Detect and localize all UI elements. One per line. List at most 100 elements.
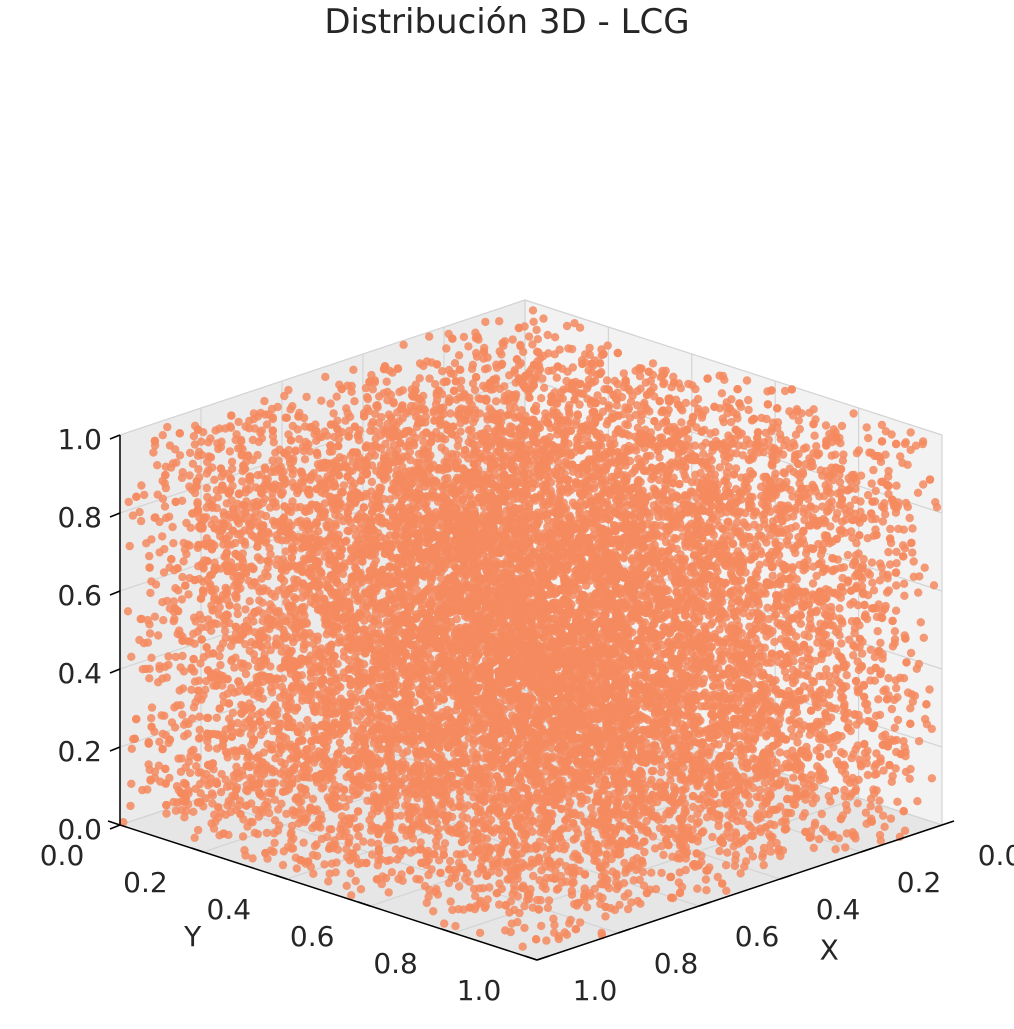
scatter-point (865, 570, 875, 579)
scatter-point (913, 797, 922, 806)
scatter-point (300, 422, 310, 431)
scatter-point (623, 904, 633, 914)
scatter-point (856, 507, 865, 516)
scatter-point (741, 857, 751, 866)
scatter-point (347, 387, 356, 396)
scatter-point (698, 410, 707, 419)
scatter-point (601, 912, 610, 921)
scatter-point (603, 341, 612, 350)
scatter-point (448, 905, 457, 915)
scatter-point (245, 597, 254, 606)
scatter-point (146, 588, 155, 598)
scatter-point (470, 385, 480, 395)
scatter-point (539, 383, 549, 392)
scatter-point (827, 684, 837, 693)
scatter-points (119, 306, 942, 951)
scatter-point (266, 550, 275, 559)
scatter-point (529, 317, 538, 326)
scatter-point (196, 659, 205, 668)
scatter-point (329, 409, 338, 418)
scatter-point (450, 359, 460, 368)
scatter-point (891, 606, 901, 615)
scatter-point (287, 821, 297, 831)
scatter-point (912, 664, 921, 673)
scatter-point (831, 845, 840, 854)
scatter-point (863, 490, 873, 500)
scatter-point (185, 448, 195, 458)
scatter-point (495, 317, 504, 326)
scatter-point (292, 864, 301, 873)
scatter-point (268, 456, 277, 465)
scatter-point (721, 735, 730, 744)
scatter-point (320, 860, 329, 869)
scatter-point (873, 627, 882, 636)
scatter-point (899, 579, 909, 588)
scatter-point (429, 907, 438, 916)
scatter-point (768, 571, 777, 581)
scatter-point (204, 743, 213, 752)
scatter-point (456, 365, 465, 374)
scatter-point (241, 669, 251, 679)
scatter-point (760, 778, 770, 788)
scatter-point (681, 398, 691, 408)
scatter-point (835, 478, 845, 487)
scatter-point (871, 486, 880, 496)
scatter-point (884, 547, 893, 557)
scatter-point (127, 779, 136, 788)
scatter-point (189, 807, 198, 816)
scatter-point (303, 715, 312, 725)
scatter-point (508, 335, 517, 344)
scatter-point (538, 374, 547, 383)
scatter-point (657, 868, 666, 878)
scatter-point (309, 869, 318, 878)
scatter-point (839, 450, 848, 459)
scatter-point (262, 828, 272, 838)
scatter-point (837, 421, 847, 431)
scatter-point (868, 578, 877, 587)
scatter-point (136, 516, 146, 526)
scatter-point (885, 560, 895, 569)
scatter-point (159, 568, 169, 577)
scatter-point (929, 581, 939, 590)
scatter-point (408, 834, 418, 843)
scatter-point (175, 451, 185, 460)
scatter-point (184, 590, 193, 599)
scatter-point (451, 921, 460, 931)
scatter-point (615, 900, 624, 910)
scatter-point (859, 680, 868, 690)
scatter-point (208, 799, 217, 808)
scatter-point (127, 744, 136, 753)
scatter-point (228, 708, 238, 718)
scatter-point (421, 412, 431, 422)
scatter-point (436, 574, 446, 583)
scatter-point (145, 551, 154, 561)
scatter-point (282, 413, 292, 422)
scatter-point (238, 477, 247, 486)
scatter-point (438, 367, 447, 376)
grid-line (524, 299, 943, 436)
scatter-point (317, 396, 326, 405)
chart-title: Distribución 3D - LCG (324, 2, 690, 42)
scatter-point (640, 847, 649, 857)
scatter-point (425, 374, 434, 383)
scatter-point (163, 422, 172, 432)
scatter-point (780, 386, 790, 396)
scatter-point (452, 850, 462, 859)
scatter-point (446, 856, 455, 866)
scatter-point (842, 671, 851, 680)
scatter-point (791, 522, 800, 531)
scatter-point (381, 534, 390, 544)
scatter-point (659, 850, 668, 860)
scatter-point (736, 869, 745, 878)
scatter-point (809, 843, 818, 853)
scatter-point (384, 888, 393, 897)
scatter-point (913, 488, 923, 497)
scatter-point (215, 651, 224, 661)
scatter-point (701, 875, 711, 884)
scatter-point (730, 861, 740, 871)
scatter-point (300, 455, 310, 464)
scatter-point (874, 805, 883, 814)
scatter-point (893, 715, 903, 725)
